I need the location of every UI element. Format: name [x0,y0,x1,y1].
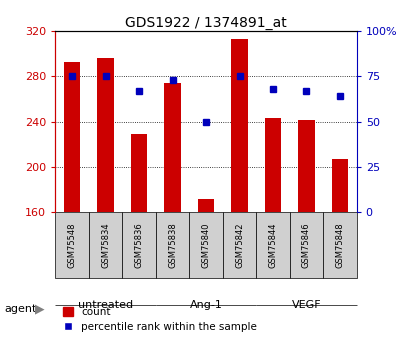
Bar [331,159,348,212]
Text: GSM75548: GSM75548 [67,222,76,268]
Bar [130,134,147,212]
Bar [155,212,189,278]
Text: untreated: untreated [78,300,133,310]
Bar [256,212,289,278]
Bar [289,212,322,278]
Bar [55,212,89,278]
Legend: count, percentile rank within the sample: count, percentile rank within the sample [58,303,261,336]
Text: ▶: ▶ [35,302,44,315]
Text: GSM75838: GSM75838 [168,222,177,268]
Bar [231,39,247,212]
Text: GSM75840: GSM75840 [201,222,210,268]
Text: VEGF: VEGF [291,300,321,310]
Text: GSM75842: GSM75842 [234,222,243,268]
Bar [264,118,281,212]
Bar [297,120,314,212]
Bar [189,212,222,278]
Text: agent: agent [4,304,36,314]
Text: Ang-1: Ang-1 [189,300,222,310]
Text: GSM75844: GSM75844 [268,222,277,268]
Bar [97,58,114,212]
Bar [164,83,180,212]
Title: GDS1922 / 1374891_at: GDS1922 / 1374891_at [125,16,286,30]
Text: GSM75848: GSM75848 [335,222,344,268]
Text: GSM75846: GSM75846 [301,222,310,268]
Bar [197,199,214,212]
Bar [63,62,80,212]
Bar [122,212,155,278]
Text: GSM75834: GSM75834 [101,222,110,268]
Bar [322,212,356,278]
Bar [89,212,122,278]
Bar [222,212,256,278]
Text: GSM75836: GSM75836 [134,222,143,268]
